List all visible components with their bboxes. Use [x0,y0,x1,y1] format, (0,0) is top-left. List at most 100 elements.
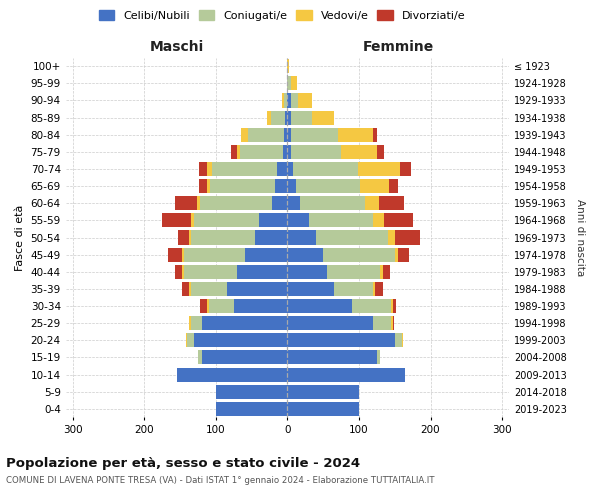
Bar [200,299,208,313]
Bar [182,264,184,279]
Bar [194,334,287,347]
Bar [206,179,210,193]
Bar [277,162,287,176]
Bar [379,196,404,210]
Bar [231,145,236,159]
Bar [182,248,184,262]
Bar [287,282,334,296]
Bar [255,230,287,244]
Bar [402,334,403,347]
Bar [287,384,359,398]
Bar [245,248,287,262]
Bar [380,264,383,279]
Bar [388,230,395,244]
Bar [341,145,377,159]
Bar [178,230,189,244]
Bar [301,196,365,210]
Bar [391,299,392,313]
Bar [373,128,377,142]
Bar [168,248,182,262]
Bar [287,196,301,210]
Bar [287,368,406,382]
Bar [190,316,191,330]
Bar [287,299,352,313]
Bar [216,402,287,416]
Bar [287,110,291,124]
Bar [199,179,206,193]
Bar [287,94,291,108]
Bar [293,162,358,176]
Bar [216,384,287,398]
Bar [287,350,377,364]
Bar [298,94,313,108]
Bar [208,299,209,313]
Bar [175,196,197,210]
Bar [287,264,327,279]
Bar [365,196,379,210]
Bar [287,214,309,228]
Bar [398,248,409,262]
Bar [202,350,287,364]
Bar [227,282,287,296]
Bar [377,350,380,364]
Bar [338,128,373,142]
Bar [327,264,380,279]
Bar [275,179,287,193]
Bar [391,316,392,330]
Bar [191,230,255,244]
Bar [287,128,291,142]
Bar [373,214,384,228]
Bar [283,145,287,159]
Text: Maschi: Maschi [149,40,203,54]
Bar [291,94,298,108]
Bar [176,368,287,382]
Bar [284,128,287,142]
Bar [373,282,376,296]
Bar [234,299,287,313]
Bar [309,214,373,228]
Bar [376,282,383,296]
Bar [189,230,191,244]
Bar [392,316,394,330]
Bar [206,162,212,176]
Bar [392,299,396,313]
Bar [291,145,341,159]
Bar [291,128,338,142]
Bar [200,196,272,210]
Bar [162,214,191,228]
Bar [395,230,420,244]
Bar [268,110,271,124]
Y-axis label: Anni di nascita: Anni di nascita [575,199,585,276]
Bar [187,334,194,347]
Bar [384,214,413,228]
Bar [377,145,384,159]
Bar [313,110,334,124]
Text: Femmine: Femmine [362,40,434,54]
Bar [182,282,190,296]
Bar [259,214,287,228]
Bar [287,316,373,330]
Bar [241,128,248,142]
Bar [202,316,287,330]
Bar [395,248,398,262]
Bar [199,162,206,176]
Text: COMUNE DI LAVENA PONTE TRESA (VA) - Dati ISTAT 1° gennaio 2024 - Elaborazione TU: COMUNE DI LAVENA PONTE TRESA (VA) - Dati… [6,476,434,485]
Bar [209,299,234,313]
Bar [296,179,361,193]
Bar [284,94,287,108]
Bar [287,230,316,244]
Bar [190,282,191,296]
Bar [240,145,283,159]
Bar [352,299,391,313]
Bar [272,196,287,210]
Bar [373,316,391,330]
Bar [287,59,289,74]
Bar [186,334,187,347]
Bar [287,162,293,176]
Bar [198,350,202,364]
Legend: Celibi/Nubili, Coniugati/e, Vedovi/e, Divorziati/e: Celibi/Nubili, Coniugati/e, Vedovi/e, Di… [94,6,470,25]
Bar [212,162,277,176]
Bar [191,316,202,330]
Bar [291,110,313,124]
Bar [197,196,200,210]
